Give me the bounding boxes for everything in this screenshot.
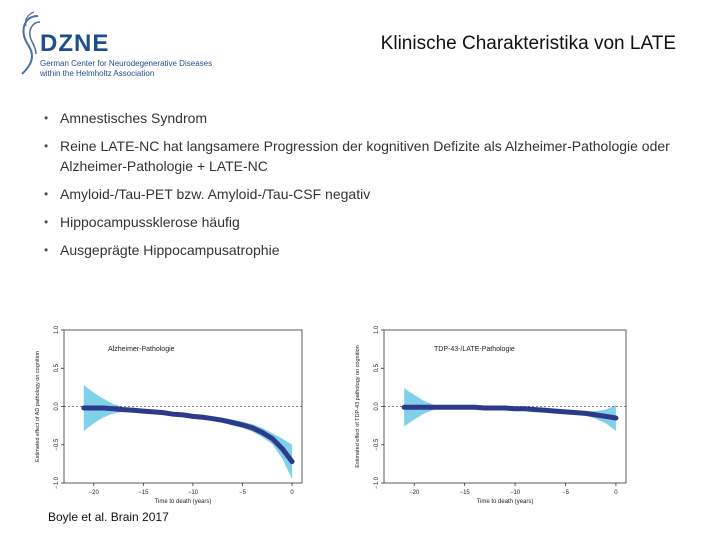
- series-line: [81, 405, 295, 465]
- x-tick-label: −10: [510, 490, 521, 496]
- chart-alzheimer-svg: −20 −15 −10 −5 0 −1.0 −0.5 0.0 0.5 1.0 Time to dea…: [35, 325, 303, 505]
- x-tick-label: −5: [562, 490, 570, 496]
- chart-alzheimer: −20 −15 −10 −5 0 −1.0 −0.5 0.0 0.5 1.0 Time to dea…: [32, 320, 310, 505]
- brain-logo-icon: [21, 11, 41, 75]
- x-tick-label: −20: [409, 490, 420, 496]
- x-tick-label: −20: [89, 490, 100, 496]
- x-tick-label: −15: [460, 490, 471, 496]
- x-tick-label: −15: [138, 490, 149, 496]
- citation: Boyle et al. Brain 2017: [48, 510, 169, 524]
- y-tick-label: −1.0: [374, 476, 380, 489]
- bullet-list: Amnestisches Syndrom Reine LATE-NC hat l…: [40, 108, 680, 268]
- logo-subtitle-2: within the Helmholtz Association: [40, 69, 155, 78]
- chart-tdp43-svg: −20 −15 −10 −5 0 −1.0 −0.5 0.0 0.5 1.0 Time to dea…: [355, 325, 627, 505]
- y-tick-label: 0.0: [374, 402, 380, 411]
- bullet-item: Reine LATE-NC hat langsamere Progression…: [40, 136, 680, 176]
- logo-title: DZNE: [40, 30, 110, 57]
- chart-tdp43: −20 −15 −10 −5 0 −1.0 −0.5 0.0 0.5 1.0 Time to dea…: [352, 320, 634, 505]
- y-tick-label: 0.0: [54, 402, 60, 411]
- y-axis-label: Estimated effect of TDP-43 pathology on …: [355, 345, 361, 467]
- bullet-item: Ausgeprägte Hippocampusatrophie: [40, 240, 680, 260]
- series-line: [401, 404, 619, 421]
- y-tick-label: −1.0: [54, 476, 60, 489]
- x-tick-label: 0: [290, 490, 294, 496]
- dzne-logo: DZNE German Center for Neurodegenerative…: [18, 10, 218, 80]
- chart-title: Alzheimer-Pathologie: [108, 346, 175, 353]
- bullet-item: Hippocampussklerose häufig: [40, 212, 680, 232]
- y-tick-label: 1.0: [54, 325, 60, 334]
- y-tick-label: 1.0: [374, 325, 380, 334]
- x-tick-label: −5: [239, 490, 247, 496]
- x-tick-label: −10: [188, 490, 199, 496]
- x-tick-label: 0: [614, 490, 618, 496]
- y-tick-label: 0.5: [374, 363, 380, 372]
- y-tick-label: 0.5: [54, 363, 60, 372]
- x-axis-label: Time to death (years): [477, 499, 534, 505]
- y-axis-label: Estimated effect of AD pathology on cogn…: [35, 351, 41, 462]
- bullet-item: Amnestisches Syndrom: [40, 108, 680, 128]
- logo-subtitle-1: German Center for Neurodegenerative Dise…: [40, 59, 213, 68]
- y-tick-label: −0.5: [374, 438, 380, 451]
- bullet-item: Amyloid-/Tau-PET bzw. Amyloid-/Tau-CSF n…: [40, 184, 680, 204]
- x-axis-label: Time to death (years): [155, 499, 212, 505]
- y-tick-label: −0.5: [54, 438, 60, 451]
- chart-title: TDP-43-/LATE-Pathologie: [434, 346, 515, 353]
- slide-title: Klinische Charakteristika von LATE: [380, 33, 676, 54]
